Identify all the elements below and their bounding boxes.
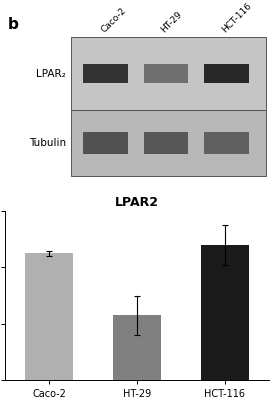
Bar	[113, 315, 161, 380]
Bar	[201, 245, 249, 380]
Bar	[83, 64, 128, 83]
Text: HCT-116: HCT-116	[220, 1, 253, 34]
Bar	[204, 64, 249, 83]
Bar	[71, 110, 266, 176]
Bar	[71, 37, 266, 110]
Bar	[25, 253, 73, 380]
Text: Tubulin: Tubulin	[29, 138, 66, 148]
Text: LPAR₂: LPAR₂	[36, 69, 66, 79]
Bar	[83, 132, 128, 154]
Title: LPAR2: LPAR2	[115, 196, 159, 209]
Bar	[144, 64, 188, 83]
Bar	[204, 132, 249, 154]
Text: b: b	[8, 17, 19, 32]
Bar	[144, 132, 188, 154]
Text: Caco-2: Caco-2	[99, 6, 127, 34]
Text: HT-29: HT-29	[159, 9, 184, 34]
